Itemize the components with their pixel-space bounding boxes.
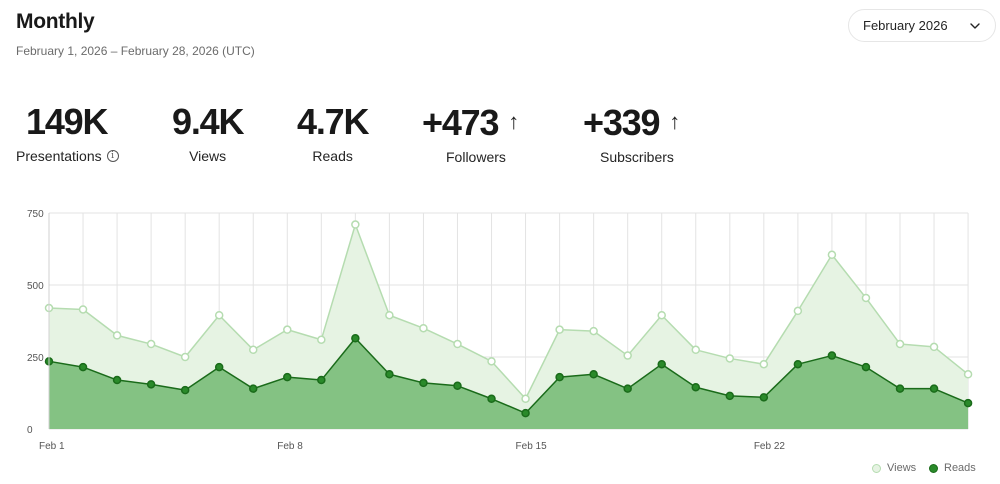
chevron-down-icon <box>970 23 980 29</box>
reads-point <box>793 359 803 369</box>
views-point <box>487 357 496 366</box>
reads-point <box>895 384 905 393</box>
views-point <box>793 306 803 316</box>
stat-presentations: 149K Presentations i <box>16 100 119 164</box>
views-point <box>214 310 224 320</box>
arrow-up-icon: ↑ <box>508 109 520 134</box>
reads-point <box>759 393 769 402</box>
date-range: February 1, 2026 – February 28, 2026 (UT… <box>16 44 255 58</box>
x-tick-label: Feb 22 <box>754 441 786 452</box>
y-tick-label: 750 <box>27 209 44 220</box>
views-point <box>895 339 905 349</box>
views-point <box>725 354 735 363</box>
stat-reads: 4.7K Reads <box>297 100 369 164</box>
y-tick-label: 0 <box>27 425 33 436</box>
views-point <box>589 326 598 336</box>
views-point <box>180 352 190 362</box>
views-point <box>861 293 871 303</box>
views-point <box>248 345 258 355</box>
y-tick-label: 250 <box>27 353 44 364</box>
reads-point <box>453 381 462 391</box>
info-icon[interactable]: i <box>106 150 119 162</box>
reads-point <box>963 398 973 408</box>
reads-area <box>49 338 969 429</box>
reads-point <box>180 385 190 395</box>
reads-point <box>487 394 496 404</box>
views-swatch <box>872 463 881 473</box>
stat-label: Reads <box>312 148 353 164</box>
y-tick-label: 500 <box>27 281 44 292</box>
views-point <box>929 342 939 352</box>
legend-reads-label: Reads <box>944 462 976 474</box>
views-line <box>48 223 969 400</box>
views-point <box>317 335 326 344</box>
views-point <box>112 331 122 340</box>
stat-label: Views <box>189 148 227 164</box>
views-area <box>49 224 969 429</box>
stat-followers: +473 ↑ Followers <box>422 100 534 165</box>
legend-views: Views <box>872 462 916 474</box>
reads-point <box>929 384 939 393</box>
x-tick-label: Feb 1 <box>39 441 65 452</box>
month-select[interactable]: February 2026 <box>848 9 996 42</box>
month-select-value: February 2026 <box>863 18 948 33</box>
views-point <box>623 351 632 360</box>
reads-point <box>317 375 326 385</box>
views-point <box>385 310 394 320</box>
reads-point <box>827 351 837 360</box>
reads-point <box>589 370 598 379</box>
reads-point <box>657 359 666 369</box>
views-point <box>963 370 973 379</box>
reads-point <box>623 384 632 393</box>
stat-views: 9.4K Views <box>172 100 244 164</box>
reads-point <box>419 378 428 388</box>
views-point <box>146 339 156 349</box>
views-point <box>657 310 666 320</box>
views-point <box>521 394 530 404</box>
views-point <box>691 345 701 355</box>
reads-point <box>521 408 530 418</box>
views-point <box>351 220 360 229</box>
legend-reads: Reads <box>929 462 976 474</box>
views-point <box>283 325 292 334</box>
reads-swatch <box>929 463 938 473</box>
stat-value: 4.7K <box>297 101 369 142</box>
stat-label: Presentations <box>16 148 102 164</box>
stat-value: 149K <box>26 101 108 142</box>
stat-label: Followers <box>446 149 506 165</box>
views-point <box>419 323 428 333</box>
views-point <box>827 250 837 260</box>
arrow-up-icon: ↑ <box>669 109 681 134</box>
reads-point <box>248 384 258 393</box>
stat-value: +473 <box>422 102 500 143</box>
reads-point <box>351 334 360 343</box>
views-point <box>555 325 564 334</box>
reads-point <box>691 382 701 392</box>
stat-value: 9.4K <box>172 101 244 142</box>
views-point <box>78 305 88 314</box>
reads-point <box>112 375 122 385</box>
reads-point <box>861 362 871 372</box>
views-point <box>759 359 769 369</box>
x-tick-label: Feb 8 <box>277 441 303 452</box>
reads-point <box>283 372 292 382</box>
legend-views-label: Views <box>887 462 917 474</box>
reads-point <box>725 391 735 401</box>
views-point <box>453 339 462 349</box>
views-reads-chart: 0 250 500 750 Feb 1 Feb 8 Feb 15 Feb 22 <box>27 209 973 452</box>
x-tick-label: Feb 15 <box>516 441 548 452</box>
reads-point <box>146 380 156 389</box>
reads-point <box>214 362 224 372</box>
stat-label: Subscribers <box>600 149 674 165</box>
reads-point <box>555 372 564 382</box>
reads-point <box>385 370 394 379</box>
reads-point <box>78 362 88 372</box>
reads-line <box>48 337 969 414</box>
stat-value: +339 <box>583 102 661 143</box>
page-title: Monthly <box>16 10 95 33</box>
stat-subscribers: +339 ↑ Subscribers <box>583 100 703 165</box>
